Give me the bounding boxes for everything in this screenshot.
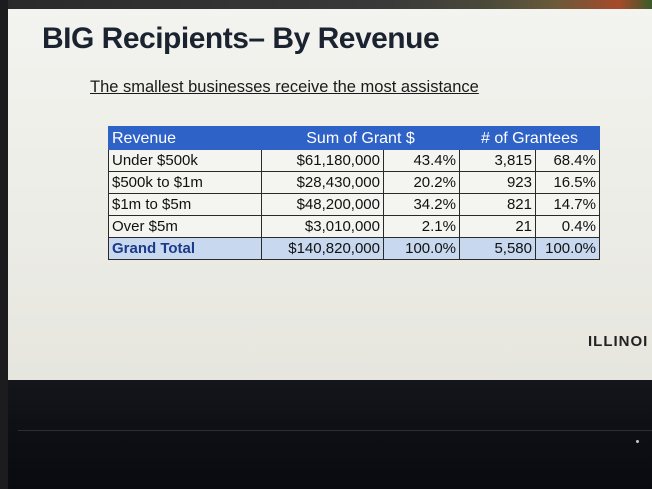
cell-grant: $61,180,000 xyxy=(261,149,384,172)
cell-grant-pct: 43.4% xyxy=(383,149,460,172)
table-row: Under $500k $61,180,000 43.4% 3,815 68.4… xyxy=(108,149,600,172)
cell-revenue: Under $500k xyxy=(108,149,262,172)
cell-grantees-pct: 68.4% xyxy=(535,149,600,172)
cell-grant: $3,010,000 xyxy=(261,215,384,238)
table-row: $1m to $5m $48,200,000 34.2% 821 14.7% xyxy=(108,193,600,216)
cell-grantees-pct: 14.7% xyxy=(535,193,600,216)
cell-grantees-pct: 16.5% xyxy=(535,171,600,194)
cell-grant-pct: 2.1% xyxy=(383,215,460,238)
cell-total-grantees-pct: 100.0% xyxy=(535,237,600,260)
table-header-row: Revenue Sum of Grant $ # of Grantees xyxy=(108,126,600,150)
header-revenue: Revenue xyxy=(108,126,262,150)
cell-grantees-pct: 0.4% xyxy=(535,215,600,238)
taskbar-divider xyxy=(18,430,652,431)
cell-grant: $28,430,000 xyxy=(261,171,384,194)
grants-table: Revenue Sum of Grant $ # of Grantees Und… xyxy=(108,126,600,260)
grand-total-row: Grand Total $140,820,000 100.0% 5,580 10… xyxy=(108,237,600,260)
cell-revenue: $1m to $5m xyxy=(108,193,262,216)
cell-total-grantees: 5,580 xyxy=(459,237,536,260)
cell-grantees: 821 xyxy=(459,193,536,216)
cell-grantees: 21 xyxy=(459,215,536,238)
table-row: $500k to $1m $28,430,000 20.2% 923 16.5% xyxy=(108,171,600,194)
cell-grant-pct: 20.2% xyxy=(383,171,460,194)
slide-subtitle: The smallest businesses receive the most… xyxy=(90,78,479,96)
cell-grant-pct: 34.2% xyxy=(383,193,460,216)
illinois-logo-text: ILLINOI xyxy=(588,333,649,350)
header-sum-of-grant: Sum of Grant $ xyxy=(261,126,460,150)
reflection-dot xyxy=(636,440,639,443)
cell-grant: $48,200,000 xyxy=(261,193,384,216)
cell-total-label: Grand Total xyxy=(108,237,262,260)
top-strip xyxy=(0,0,652,9)
cell-total-grant: $140,820,000 xyxy=(261,237,384,260)
cell-grantees: 3,815 xyxy=(459,149,536,172)
slide-title: BIG Recipients– By Revenue xyxy=(42,22,440,55)
header-num-grantees: # of Grantees xyxy=(459,126,600,150)
cell-revenue: $500k to $1m xyxy=(108,171,262,194)
cell-total-grant-pct: 100.0% xyxy=(383,237,460,260)
table-row: Over $5m $3,010,000 2.1% 21 0.4% xyxy=(108,215,600,238)
screen-lower-area xyxy=(8,380,652,489)
monitor-bezel xyxy=(0,0,8,489)
cell-revenue: Over $5m xyxy=(108,215,262,238)
cell-grantees: 923 xyxy=(459,171,536,194)
